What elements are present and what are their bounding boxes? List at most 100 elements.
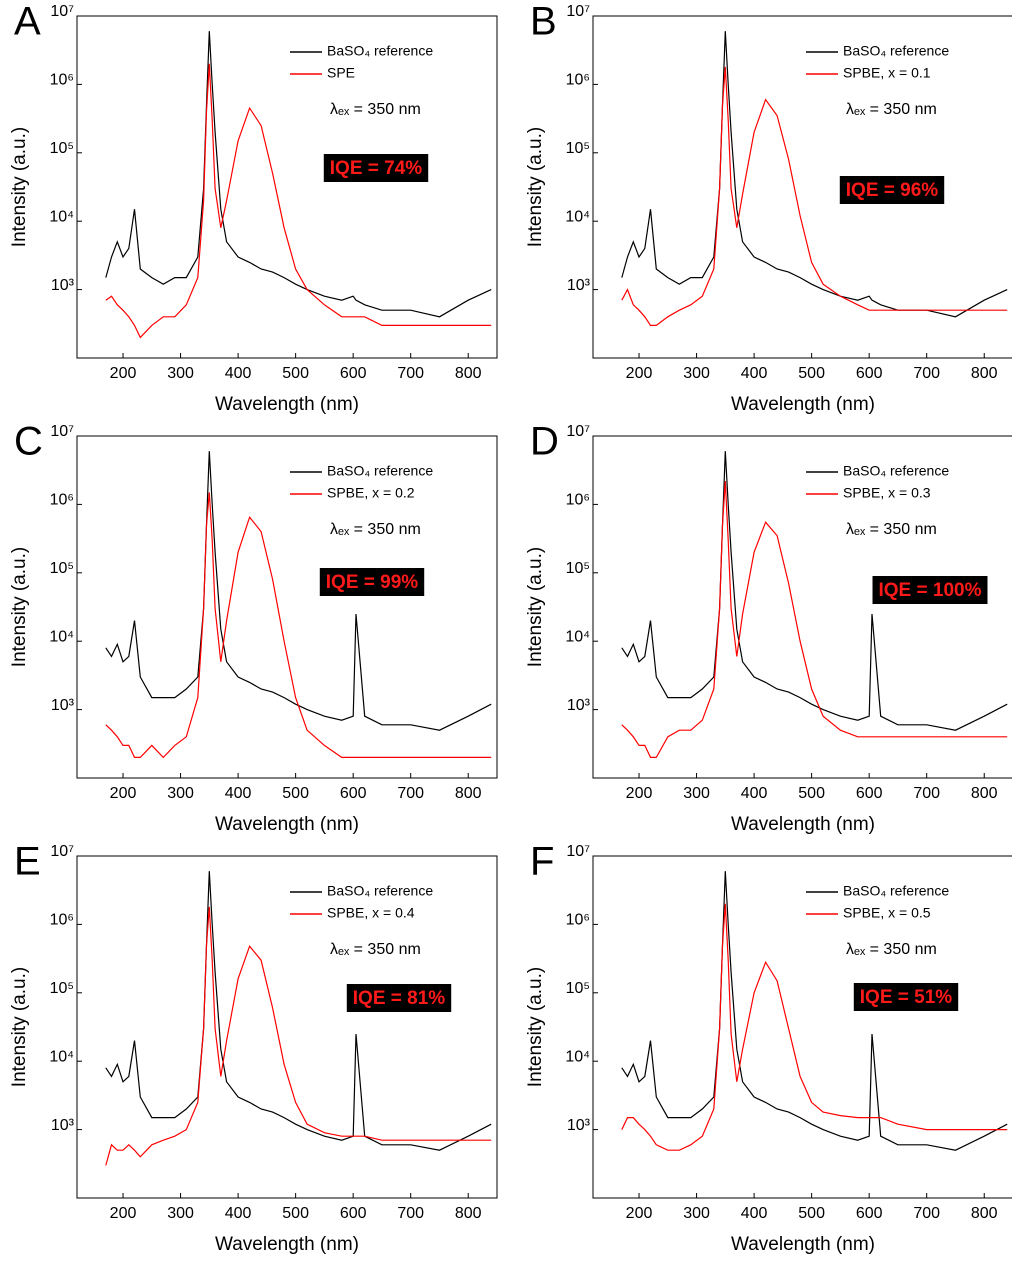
legend-label: BaSO₄ reference xyxy=(843,43,949,59)
panel: 200 300 400 500 600 700 800 10³ 10⁴ 10⁵ 10⁶ 10⁷ Wave… xyxy=(9,0,498,415)
legend-label: BaSO₄ reference xyxy=(843,883,949,899)
x-tick-label: 300 xyxy=(683,785,710,802)
y-tick-label: 10⁶ xyxy=(50,72,74,89)
y-tick-label: 10⁵ xyxy=(566,560,590,577)
y-tick-label: 10⁴ xyxy=(49,628,74,645)
y-tick-label: 10⁵ xyxy=(566,140,590,157)
iqe-label: IQE = 51% xyxy=(860,987,953,1008)
x-tick-label: 600 xyxy=(856,785,883,802)
series-line xyxy=(621,480,1008,758)
x-tick-label: 600 xyxy=(856,365,883,382)
iqe-box xyxy=(346,984,452,1012)
y-tick-label: 10⁵ xyxy=(50,560,74,577)
x-tick-label: 600 xyxy=(856,1205,883,1222)
series-line xyxy=(621,903,1008,1151)
x-tick-label: 200 xyxy=(626,1205,653,1222)
plot-frame xyxy=(76,435,498,779)
excitation-label: λₑₓ = 350 nm xyxy=(330,521,421,538)
x-tick-label: 400 xyxy=(225,365,252,382)
y-tick-label: 10⁵ xyxy=(566,980,590,997)
legend-label: SPBE, x = 0.2 xyxy=(327,485,415,501)
iqe-box xyxy=(872,576,988,604)
x-tick-label: 800 xyxy=(455,365,482,382)
y-tick-label: 10⁴ xyxy=(565,628,590,645)
x-tick-label: 600 xyxy=(340,785,367,802)
panel: 200 300 400 500 600 700 800 10³ 10⁴ 10⁵ 10⁶ 10⁷ Wave… xyxy=(9,840,498,1255)
x-tick-label: 600 xyxy=(340,1205,367,1222)
x-tick-label: 200 xyxy=(110,785,137,802)
series-line xyxy=(105,31,492,318)
y-tick-label: 10³ xyxy=(51,277,75,294)
x-tick-label: 500 xyxy=(798,785,825,802)
panel: 200 300 400 500 600 700 800 10³ 10⁴ 10⁵ 10⁶ 10⁷ Wave… xyxy=(525,840,1012,1255)
x-tick-label: 300 xyxy=(167,365,194,382)
y-axis-label: Intensity (a.u.) xyxy=(525,127,546,247)
panel-label: A xyxy=(14,0,41,44)
x-tick-label: 800 xyxy=(455,1205,482,1222)
y-tick-label: 10³ xyxy=(567,277,591,294)
y-tick-label: 10³ xyxy=(51,1117,75,1134)
x-axis-label: Wavelength (nm) xyxy=(731,814,875,835)
x-tick-label: 300 xyxy=(683,365,710,382)
legend-label: BaSO₄ reference xyxy=(327,883,433,899)
y-tick-label: 10⁷ xyxy=(50,3,74,20)
x-axis-label: Wavelength (nm) xyxy=(215,814,359,835)
x-tick-label: 400 xyxy=(741,1205,768,1222)
panel-label: D xyxy=(530,420,559,464)
panel-label: B xyxy=(530,0,557,44)
series-line xyxy=(105,451,492,731)
legend-label: SPE xyxy=(327,65,355,81)
x-tick-label: 300 xyxy=(167,785,194,802)
x-tick-label: 700 xyxy=(913,1205,940,1222)
x-tick-label: 200 xyxy=(110,1205,137,1222)
x-tick-label: 500 xyxy=(798,1205,825,1222)
y-tick-label: 10⁶ xyxy=(566,492,590,509)
x-tick-label: 400 xyxy=(225,1205,252,1222)
y-axis-label: Intensity (a.u.) xyxy=(9,127,30,247)
x-tick-label: 200 xyxy=(626,365,653,382)
plot-frame xyxy=(592,435,1012,779)
x-tick-label: 700 xyxy=(397,1205,424,1222)
x-tick-label: 200 xyxy=(110,365,137,382)
panel-label: F xyxy=(530,840,554,884)
series-line xyxy=(621,451,1008,731)
iqe-label: IQE = 99% xyxy=(326,572,419,593)
x-tick-label: 700 xyxy=(913,785,940,802)
legend-label: BaSO₄ reference xyxy=(843,463,949,479)
y-tick-label: 10⁴ xyxy=(565,208,590,225)
x-axis-label: Wavelength (nm) xyxy=(731,394,875,415)
x-tick-label: 300 xyxy=(167,1205,194,1222)
iqe-box xyxy=(323,154,429,182)
series-line xyxy=(621,31,1008,318)
x-tick-label: 600 xyxy=(340,365,367,382)
x-tick-label: 500 xyxy=(282,1205,309,1222)
excitation-label: λₑₓ = 350 nm xyxy=(330,941,421,958)
panel: 200 300 400 500 600 700 800 10³ 10⁴ 10⁵ 10⁶ 10⁷ Wave… xyxy=(9,420,498,835)
y-tick-label: 10⁵ xyxy=(50,140,74,157)
x-tick-label: 400 xyxy=(225,785,252,802)
y-tick-label: 10³ xyxy=(567,1117,591,1134)
excitation-label: λₑₓ = 350 nm xyxy=(330,101,421,118)
plot-frame xyxy=(592,855,1012,1199)
legend-label: BaSO₄ reference xyxy=(327,463,433,479)
x-tick-label: 800 xyxy=(455,785,482,802)
y-tick-label: 10⁴ xyxy=(565,1048,590,1065)
y-axis-label: Intensity (a.u.) xyxy=(525,967,546,1087)
x-tick-label: 700 xyxy=(397,365,424,382)
x-axis-label: Wavelength (nm) xyxy=(215,1234,359,1255)
y-tick-label: 10⁷ xyxy=(50,843,74,860)
iqe-label: IQE = 81% xyxy=(353,988,446,1009)
iqe-box xyxy=(839,176,945,204)
panel: 200 300 400 500 600 700 800 10³ 10⁴ 10⁵ 10⁶ 10⁷ Wave… xyxy=(525,420,1012,835)
iqe-label: IQE = 74% xyxy=(330,158,423,179)
x-tick-label: 500 xyxy=(798,365,825,382)
legend-label: SPBE, x = 0.3 xyxy=(843,485,931,501)
panel-label: C xyxy=(14,420,43,464)
series-line xyxy=(621,66,1008,326)
x-axis-label: Wavelength (nm) xyxy=(215,394,359,415)
y-tick-label: 10⁷ xyxy=(50,423,74,440)
plot-frame xyxy=(76,855,498,1199)
x-tick-label: 500 xyxy=(282,785,309,802)
x-tick-label: 200 xyxy=(626,785,653,802)
